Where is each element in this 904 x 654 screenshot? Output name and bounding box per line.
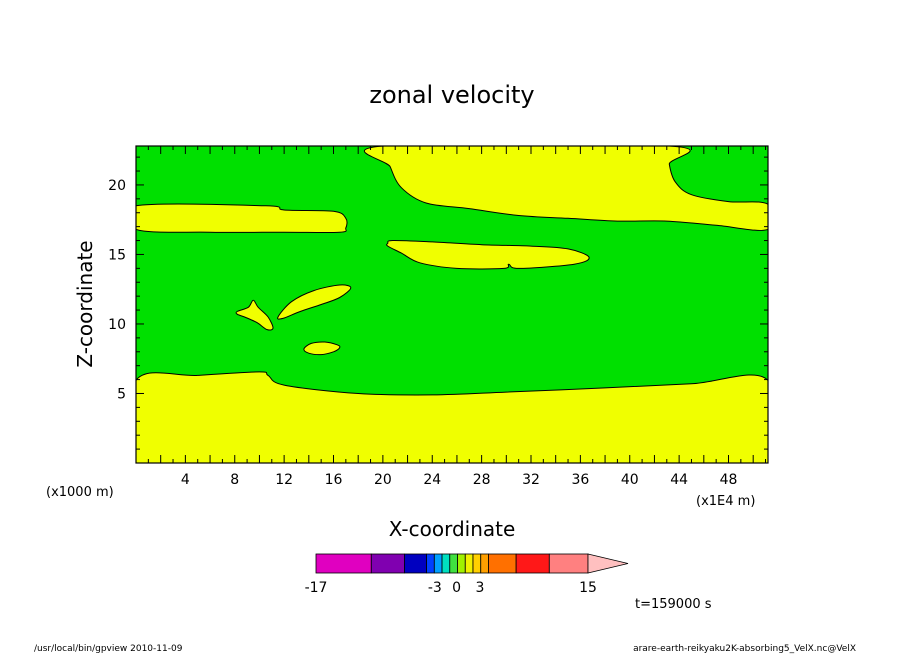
x-tick-label: 16 — [325, 472, 343, 488]
y-tick-label: 10 — [108, 317, 126, 333]
colorbar-segment — [480, 553, 489, 574]
x-tick-label: 8 — [230, 472, 239, 488]
colorbar-segment — [488, 553, 517, 574]
colorbar-segment — [441, 553, 451, 574]
colorbar-segment — [404, 553, 427, 574]
x-tick-label: 20 — [374, 472, 392, 488]
x-unit-right: (x1E4 m) — [696, 494, 755, 509]
x-tick-label: 40 — [621, 472, 639, 488]
colorbar-label: -17 — [305, 580, 328, 596]
time-label: t=159000 s — [635, 597, 712, 612]
colorbar-segment — [472, 553, 482, 574]
region-small-blob-c — [303, 341, 341, 356]
colorbar: -17 -3 0 3 15 — [305, 553, 629, 596]
x-tick-label: 32 — [522, 472, 540, 488]
x-tick-label: 4 — [181, 472, 190, 488]
footer-left: /usr/local/bin/gpview 2010-11-09 — [34, 644, 183, 654]
colorbar-segment — [464, 553, 474, 574]
colorbar-segment — [426, 553, 435, 574]
colorbar-segment — [457, 553, 466, 574]
colorbar-segment — [315, 553, 372, 574]
y-tick-label: 20 — [108, 178, 126, 194]
region-top-middle-lobe — [364, 146, 768, 231]
x-tick-label: 12 — [275, 472, 293, 488]
x-tick-label: 24 — [423, 472, 441, 488]
region-middle-ellipse — [386, 239, 590, 270]
x-tick-label: 48 — [720, 472, 738, 488]
colorbar-segment — [548, 553, 589, 574]
colorbar-label: 0 — [452, 580, 461, 596]
x-tick-label: 36 — [571, 472, 589, 488]
chart-title: zonal velocity — [369, 81, 534, 109]
plot-area — [136, 146, 768, 463]
footer-right: arare-earth-reikyaku2K-absorbing5_VelX.n… — [633, 644, 856, 654]
region-bottom-positive-band — [136, 371, 768, 463]
region-left-upper-band — [136, 203, 348, 234]
plot-frame — [135, 145, 769, 464]
colorbar-segment — [370, 553, 405, 574]
colorbar-label: 3 — [476, 580, 485, 596]
region-small-blob-b — [277, 284, 352, 320]
colorbar-segment — [449, 553, 458, 574]
y-axis-label: Z-coordinate — [73, 240, 97, 367]
y-tick-label: 15 — [108, 247, 126, 263]
x-tick-label: 28 — [473, 472, 491, 488]
y-tick-label: 5 — [117, 386, 126, 402]
colorbar-extend-arrow — [587, 553, 629, 574]
colorbar-segment — [515, 553, 550, 574]
x-tick-label: 44 — [670, 472, 688, 488]
x-axis-label: X-coordinate — [389, 517, 516, 541]
x-unit-left: (x1000 m) — [46, 485, 114, 500]
colorbar-segment — [433, 553, 443, 574]
colorbar-label: -3 — [428, 580, 442, 596]
region-small-blob-a — [235, 299, 274, 331]
colorbar-label: 15 — [579, 580, 597, 596]
